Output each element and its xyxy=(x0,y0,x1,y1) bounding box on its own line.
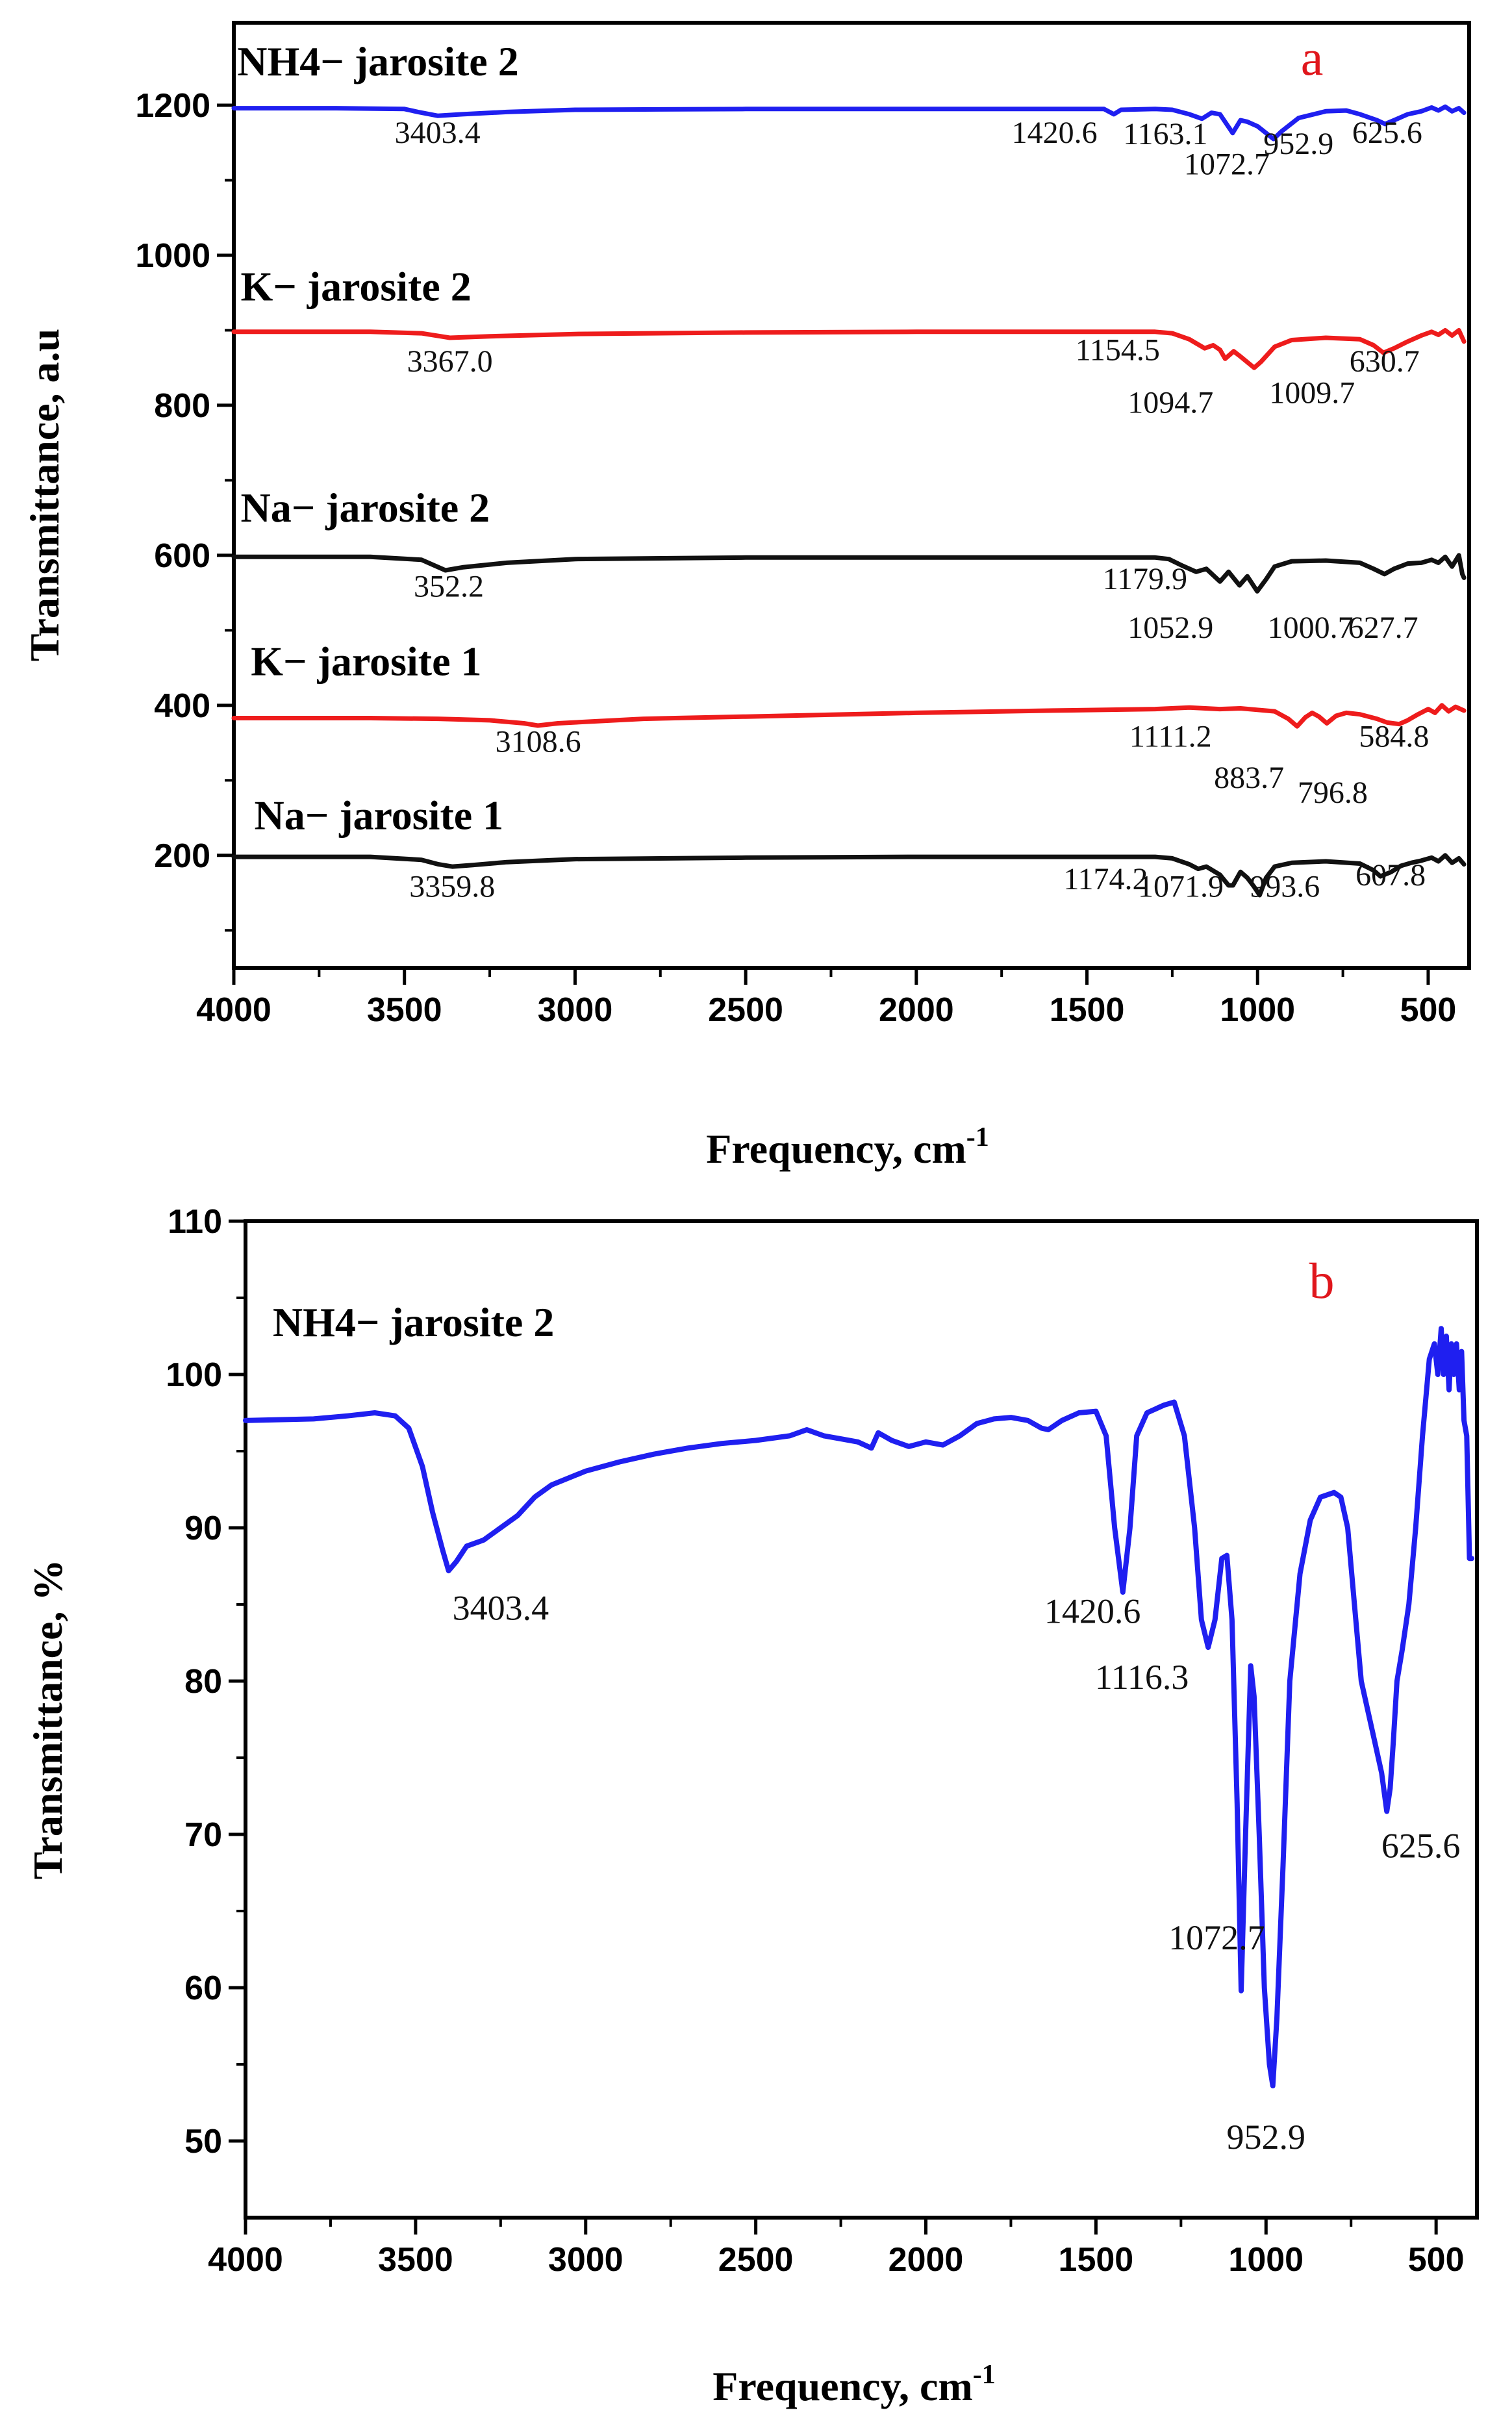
series-name-label: Na− jarosite 1 xyxy=(255,792,504,838)
panel-b-letter: b xyxy=(1309,1252,1335,1309)
y-tick-label: 200 xyxy=(154,837,210,875)
peak-label: 3359.8 xyxy=(409,869,495,904)
peak-label: 1116.3 xyxy=(1095,1658,1189,1697)
peak-label: 1072.7 xyxy=(1184,147,1270,181)
series-name-label: NH4− jarosite 2 xyxy=(237,38,518,84)
peak-label: 584.8 xyxy=(1359,719,1429,754)
y-tick-label: 90 xyxy=(184,1510,222,1547)
y-tick-label: 70 xyxy=(184,1816,222,1854)
series-line xyxy=(231,328,1467,370)
peak-label: 1163.1 xyxy=(1123,117,1207,151)
peak-label: 1000.7 xyxy=(1268,611,1354,645)
panel-a-chart: 4000 3500 3000 2500 2000 1500 1000 500 200 400 600… xyxy=(21,21,1471,1172)
peak-label: 1009.7 xyxy=(1269,375,1355,410)
y-tick-label: 800 xyxy=(154,387,210,425)
peak-label: 352.2 xyxy=(414,569,484,603)
series-name-label: K− jarosite 2 xyxy=(241,263,472,309)
peak-label: 796.8 xyxy=(1298,776,1368,810)
series-name-label: K− jarosite 1 xyxy=(251,639,481,685)
x-tick-label: 3000 xyxy=(538,991,613,1029)
y-tick-label: 1200 xyxy=(135,87,210,125)
peak-label: 1071.9 xyxy=(1138,869,1224,904)
peak-label: 1094.7 xyxy=(1128,385,1213,420)
panel-a-x-axis-title: Frequency, cm-1 xyxy=(706,1122,989,1172)
peak-label: 3108.6 xyxy=(496,724,581,759)
peak-label: 993.6 xyxy=(1250,869,1320,904)
y-tick-label: 80 xyxy=(184,1663,222,1701)
peak-label: 883.7 xyxy=(1214,761,1284,795)
peak-label: 1154.5 xyxy=(1076,333,1160,368)
y-tick-label: 100 xyxy=(166,1356,222,1394)
panel-a-plot-frame xyxy=(232,21,1471,970)
x-tick-label: 2000 xyxy=(888,2241,964,2279)
series-line xyxy=(231,703,1467,729)
series-name-label: NH4− jarosite 2 xyxy=(273,1299,554,1345)
x-tick-label: 3500 xyxy=(367,991,442,1029)
peak-label: 952.9 xyxy=(1227,2118,1306,2157)
peak-label: 3403.4 xyxy=(453,1589,549,1628)
x-tick-label: 2500 xyxy=(708,991,783,1029)
y-tick-label: 600 xyxy=(154,537,210,575)
peak-label: 625.6 xyxy=(1352,116,1422,150)
y-tick-label: 50 xyxy=(184,2123,222,2160)
x-tick-label: 1500 xyxy=(1050,991,1125,1029)
panel-a-letter: a xyxy=(1301,29,1324,86)
peak-label: 630.7 xyxy=(1350,344,1420,379)
y-tick-label: 110 xyxy=(168,1203,222,1241)
x-tick-label: 1500 xyxy=(1059,2241,1134,2279)
peak-label: 1111.2 xyxy=(1129,719,1212,754)
peak-label: 1174.2 xyxy=(1063,862,1148,896)
series-line xyxy=(231,853,1467,898)
panel-b-x-axis-title: Frequency, cm-1 xyxy=(712,2360,996,2409)
y-tick-label: 400 xyxy=(154,687,210,725)
panel-b-annotations: 3403.4 1420.6 1116.3 1072.7 952.9 625.6 NH4− j… xyxy=(273,1299,1460,2157)
x-tick-label: 2500 xyxy=(718,2241,794,2279)
x-tick-label: 4000 xyxy=(208,2241,283,2279)
panel-b-y-axis-title: Transmittance, % xyxy=(25,1560,71,1880)
peak-label: 1052.9 xyxy=(1128,611,1213,645)
peak-label: 607.8 xyxy=(1355,858,1426,893)
peak-label: 627.7 xyxy=(1348,611,1418,645)
x-tick-label: 2000 xyxy=(879,991,954,1029)
peak-label: 1072.7 xyxy=(1168,1918,1265,1957)
peak-label: 1420.6 xyxy=(1044,1591,1141,1630)
x-tick-label: 3000 xyxy=(548,2241,624,2279)
panel-b-plot-frame xyxy=(244,1219,1479,2220)
x-tick-label: 4000 xyxy=(196,991,271,1029)
panel-a-ticks: 4000 3500 3000 2500 2000 1500 1000 500 200 400 600… xyxy=(135,87,1456,1029)
series-line xyxy=(243,1326,1475,2088)
peak-label: 625.6 xyxy=(1381,1826,1461,1865)
peak-label: 952.9 xyxy=(1263,127,1333,161)
y-tick-label: 60 xyxy=(184,1969,222,2007)
x-tick-label: 3500 xyxy=(378,2241,453,2279)
x-tick-label: 500 xyxy=(1400,991,1457,1029)
y-tick-label: 1000 xyxy=(135,237,210,275)
series-name-label: Na− jarosite 2 xyxy=(241,485,490,531)
peak-label: 1179.9 xyxy=(1103,562,1187,596)
x-tick-label: 1000 xyxy=(1220,991,1295,1029)
panel-b-ticks: 4000 3500 3000 2500 2000 1500 1000 500 50 60 70 80 9… xyxy=(166,1203,1464,2279)
panel-b-series xyxy=(243,1326,1475,2088)
series-line xyxy=(231,553,1467,594)
panel-b-chart: 4000 3500 3000 2500 2000 1500 1000 500 50 60 70 80 9… xyxy=(25,1203,1479,2409)
peak-label: 3403.4 xyxy=(395,116,481,150)
x-tick-label: 500 xyxy=(1408,2241,1465,2279)
panel-a-series xyxy=(231,104,1467,898)
peak-label: 1420.6 xyxy=(1012,116,1098,150)
x-tick-label: 1000 xyxy=(1228,2241,1304,2279)
peak-label: 3367.0 xyxy=(407,344,493,379)
panel-a-y-axis-title: Transmittance, a.u xyxy=(21,329,68,662)
series-line xyxy=(231,104,1467,142)
